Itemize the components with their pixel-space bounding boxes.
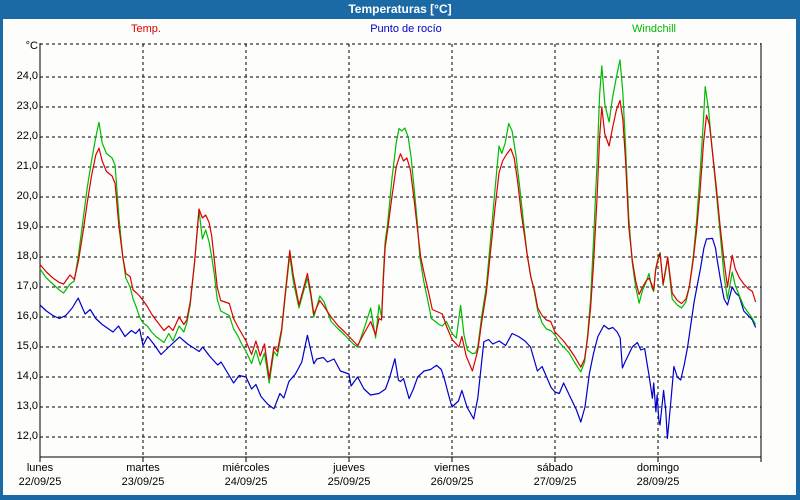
- x-date-label: 28/09/25: [637, 476, 680, 488]
- y-tick-label: 24,0: [4, 70, 38, 82]
- plot-area: [0, 0, 800, 500]
- y-tick-label: 17,0: [4, 280, 38, 292]
- x-day-label: lunes: [27, 462, 53, 474]
- x-day-label: jueves: [333, 462, 365, 474]
- x-day-label: domingo: [637, 462, 679, 474]
- y-tick-label: 14,0: [4, 370, 38, 382]
- legend: Temp. Punto de rocío Windchill: [0, 23, 800, 38]
- legend-item-temp-: Temp.: [131, 23, 161, 35]
- legend-item-windchill: Windchill: [632, 23, 676, 35]
- x-date-label: 24/09/25: [225, 476, 268, 488]
- x-date-label: 27/09/25: [534, 476, 577, 488]
- y-tick-label: 22,0: [4, 130, 38, 142]
- y-tick-label: 12,0: [4, 430, 38, 442]
- series-line-punto-de-roc-o: [40, 238, 756, 438]
- series-line-windchill: [40, 60, 756, 383]
- y-tick-label: 13,0: [4, 400, 38, 412]
- y-tick-label: 23,0: [4, 100, 38, 112]
- title-bar: Temperaturas [°C]: [0, 0, 800, 19]
- y-tick-label: 18,0: [4, 250, 38, 262]
- y-tick-label: 20,0: [4, 190, 38, 202]
- x-date-label: 25/09/25: [328, 476, 371, 488]
- x-day-label: miércoles: [222, 462, 269, 474]
- weather-chart-window: Temperaturas [°C] Temp. Punto de rocío Win…: [0, 0, 800, 500]
- y-tick-label: 16,0: [4, 310, 38, 322]
- x-date-label: 26/09/25: [431, 476, 474, 488]
- y-tick-label: 15,0: [4, 340, 38, 352]
- x-day-label: sábado: [537, 462, 573, 474]
- y-axis-unit: °C: [4, 40, 38, 52]
- x-day-label: martes: [126, 462, 160, 474]
- legend-item-punto-de-roc-o: Punto de rocío: [370, 23, 442, 35]
- x-date-label: 23/09/25: [122, 476, 165, 488]
- x-date-label: 22/09/25: [19, 476, 62, 488]
- x-day-label: viernes: [434, 462, 469, 474]
- chart-title: Temperaturas [°C]: [348, 2, 451, 16]
- y-tick-label: 19,0: [4, 220, 38, 232]
- y-tick-label: 21,0: [4, 160, 38, 172]
